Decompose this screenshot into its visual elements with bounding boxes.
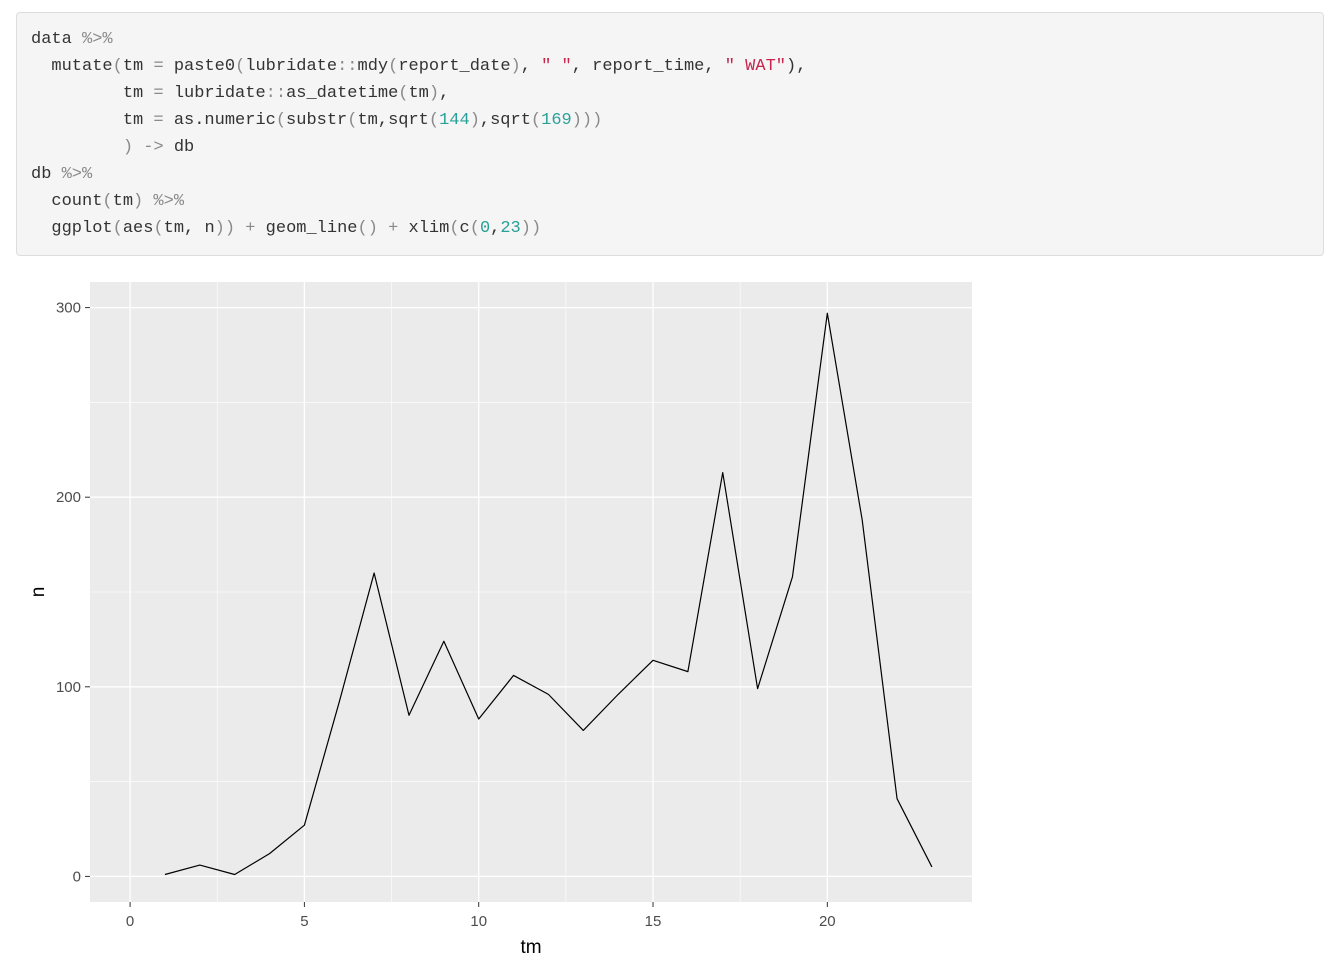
code-line: ggplot(aes(tm, n)) + geom_line() + xlim(… [31, 216, 541, 242]
code-token: )) [520, 219, 542, 238]
code-token: ggplot [31, 219, 113, 238]
code-token: " " [541, 57, 572, 76]
code-token: geom_line [265, 219, 358, 238]
code-token [31, 138, 123, 157]
code-token: mdy [357, 57, 389, 76]
series-line [164, 312, 933, 876]
code-token: 23 [500, 219, 521, 238]
code-token: ) -> [122, 138, 164, 157]
code-token: as.numeric [163, 111, 276, 130]
code-token: mutate [31, 57, 113, 76]
code-token: %>% [143, 192, 185, 211]
code-token: ( [530, 111, 542, 130]
minor-gridlines [90, 282, 972, 902]
code-token: = [153, 84, 164, 103]
code-token: ( [449, 219, 460, 238]
code-token: ( [388, 57, 399, 76]
code-token: ( [235, 57, 246, 76]
code-token: as_datetime [286, 84, 399, 103]
code-token: count [31, 192, 103, 211]
y-tick-label: 200 [56, 489, 81, 506]
code-line: ) -> db [31, 135, 194, 161]
code-token: () [357, 219, 378, 238]
code-token: :: [265, 84, 287, 103]
code-token: , [439, 84, 450, 103]
code-token: = [153, 57, 164, 76]
code-token: tm [112, 192, 134, 211]
code-token: ( [112, 57, 123, 76]
x-tick-label: 0 [126, 913, 134, 930]
x-tick-label: 5 [300, 913, 308, 930]
code-block: data %>% mutate(tm = paste0(lubridate::m… [16, 12, 1324, 256]
code-token: data [31, 30, 83, 49]
code-token: ( [102, 192, 113, 211]
y-tick-label: 100 [56, 679, 81, 696]
code-token: tm [31, 84, 154, 103]
code-token: ), [786, 57, 807, 76]
code-token: 169 [541, 111, 572, 130]
code-token: 0 [479, 219, 491, 238]
code-token: ( [153, 219, 164, 238]
code-token: :: [337, 57, 358, 76]
code-line: tm = as.numeric(substr(tm,sqrt(144),sqrt… [31, 108, 603, 134]
code-token: tm [122, 57, 154, 76]
code-token: ( [428, 111, 440, 130]
code-token: ) [469, 111, 480, 130]
code-token: report_date [398, 57, 511, 76]
code-token: c [459, 219, 470, 238]
major-gridlines [90, 282, 972, 902]
code-line: db %>% [31, 162, 92, 188]
x-axis-title: tm [520, 937, 541, 958]
code-token: %>% [61, 165, 93, 184]
x-tick-label: 20 [819, 913, 836, 930]
code-token: )) [214, 219, 236, 238]
x-tick-label: 15 [645, 913, 662, 930]
code-token: tm,sqrt [357, 111, 429, 130]
code-token: paste0 [163, 57, 236, 76]
code-line: tm = lubridate::as_datetime(tm), [31, 81, 449, 107]
y-tick-label: 300 [56, 300, 81, 317]
code-token: aes [122, 219, 154, 238]
code-token: db [163, 138, 195, 157]
code-line: count(tm) %>% [31, 189, 184, 215]
code-token: , report_time, [571, 57, 725, 76]
code-line: data %>% [31, 27, 113, 53]
code-token: tm [408, 84, 429, 103]
code-token: ) [510, 57, 521, 76]
code-token: ( [398, 84, 409, 103]
code-token: lubridate [163, 84, 266, 103]
code-token: ) [133, 192, 144, 211]
code-token: ) [428, 84, 440, 103]
code-token: tm [31, 111, 154, 130]
code-token: = [153, 111, 164, 130]
code-token: ,sqrt [479, 111, 531, 130]
code-token: ( [347, 111, 358, 130]
code-token: + [235, 219, 266, 238]
code-token: , [520, 57, 542, 76]
y-axis-title: n [28, 587, 49, 598]
x-tick-label: 10 [470, 913, 487, 930]
code-token: " WAT" [724, 57, 786, 76]
code-token: lubridate [245, 57, 338, 76]
code-token: tm, n [163, 219, 215, 238]
series-layer [164, 312, 933, 876]
code-token: substr [286, 111, 348, 130]
code-token: xlim [408, 219, 450, 238]
code-token: %>% [82, 30, 113, 49]
code-token: db [31, 165, 62, 184]
y-tick-label: 0 [73, 868, 81, 885]
code-token: ( [112, 219, 123, 238]
code-token: + [377, 219, 409, 238]
code-token: ( [469, 219, 480, 238]
code-token: , [490, 219, 501, 238]
code-token: ( [275, 111, 287, 130]
code-line: mutate(tm = paste0(lubridate::mdy(report… [31, 54, 806, 80]
code-token: ))) [571, 111, 603, 130]
code-token: 144 [439, 111, 470, 130]
